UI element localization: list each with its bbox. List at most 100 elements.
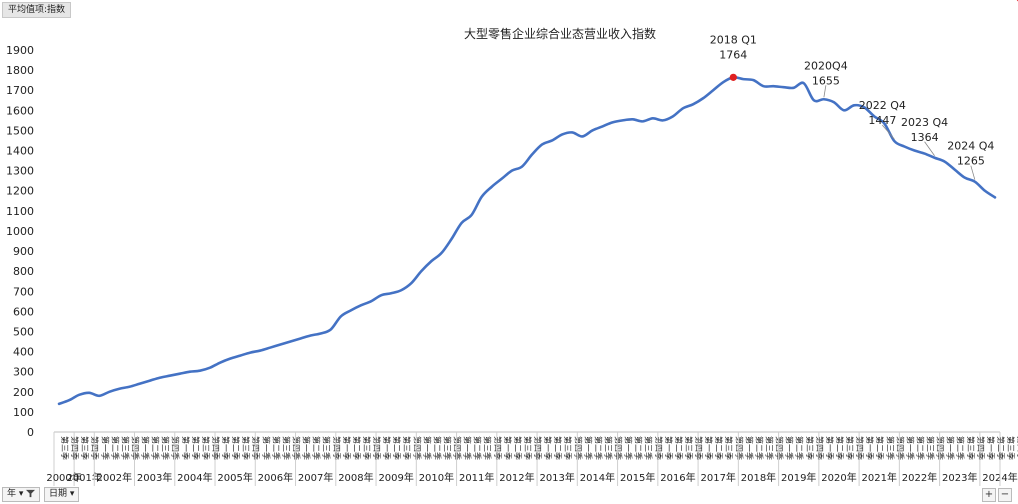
quarter-tick-label: 第二季 [151,436,161,460]
quarter-tick-label: 第二季 [392,436,402,460]
quarter-tick-label: 第一季 [825,436,835,460]
quarter-tick-label: 第四季 [412,436,422,460]
y-tick-label: 500 [13,325,34,338]
quarter-tick-label: 第三季 [402,436,412,460]
quarter-tick-label: 第一季 [865,436,875,460]
quarter-tick-label: 第三季 [845,436,855,460]
quarter-tick-label: 第四季 [815,436,825,460]
quarter-tick-label: 第四季 [694,436,704,460]
quarter-tick-label: 第一季 [986,436,996,460]
annotation-value: 1265 [957,155,985,168]
annotation-label: 2024 Q4 [947,140,994,153]
y-tick-label: 900 [13,245,34,258]
quarter-tick-label: 第一季 [905,436,915,460]
year-tick-label: 2012年 [499,471,534,484]
year-tick-label: 2005年 [217,471,252,484]
year-tick-label: 2023年 [942,471,977,484]
annotation-leader [823,85,827,98]
date-field-button[interactable]: 日期 ▾ [44,487,80,502]
zoom-out-button[interactable]: − [998,488,1012,502]
year-tick-label: 2014年 [580,471,615,484]
quarter-tick-label: 第一季 [141,436,151,460]
quarter-tick-label: 第二季 [553,436,563,460]
quarter-tick-label: 第一季 [624,436,634,460]
quarter-tick-label: 第四季 [211,436,221,460]
quarter-tick-label: 第四季 [372,436,382,460]
quarter-tick-label: 第一季 [503,436,513,460]
quarter-tick-label: 第四季 [130,436,140,460]
quarter-tick-label: 第四季 [936,436,946,460]
y-tick-label: 1700 [6,84,34,97]
quarter-tick-label: 第三季 [966,436,976,460]
y-tick-label: 100 [13,406,34,419]
quarter-tick-label: 第二季 [271,436,281,460]
year-tick-label: 2018年 [741,471,776,484]
quarter-tick-label: 第三季 [885,436,895,460]
quarter-tick-label: 第一季 [664,436,674,460]
quarter-tick-label: 第二季 [513,436,523,460]
quarter-tick-label: 第一季 [946,436,956,460]
quarter-tick-label: 第二季 [473,436,483,460]
year-tick-label: 2009年 [378,471,413,484]
quarter-tick-label: 第三季 [80,436,90,460]
year-tick-label: 2017年 [700,471,735,484]
year-tick-label: 2006年 [258,471,293,484]
quarter-tick-label: 第二季 [795,436,805,460]
annotation-leader [924,141,935,156]
annotation-value: 1364 [911,131,939,144]
y-tick-label: 1300 [6,165,34,178]
quarter-tick-label: 第一季 [181,436,191,460]
quarter-tick-label: 第三季 [724,436,734,460]
quarter-tick-label: 第三季 [603,436,613,460]
y-tick-label: 1100 [6,205,34,218]
chart-title: 大型零售企业综合业态营业收入指数 [464,26,656,41]
quarter-tick-label: 第三季 [281,436,291,460]
year-tick-label: 2016年 [660,471,695,484]
quarter-tick-label: 第二季 [312,436,322,460]
annotation-leader [970,165,976,180]
quarter-tick-label: 第四季 [533,436,543,460]
y-tick-label: 400 [13,346,34,359]
zoom-in-button[interactable]: + [982,488,996,502]
year-tick-label: 2015年 [620,471,655,484]
quarter-tick-label: 第三季 [805,436,815,460]
annotation-value: 1447 [868,114,896,127]
year-tick-label: 2022年 [902,471,937,484]
quarter-tick-label: 第二季 [634,436,644,460]
quarter-tick-label: 第二季 [915,436,925,460]
quarter-tick-label: 第三季 [442,436,452,460]
quarter-tick-label: 第二季 [835,436,845,460]
quarter-tick-label: 第四季 [855,436,865,460]
quarter-tick-label: 第一季 [261,436,271,460]
quarter-tick-label: 第三季 [523,436,533,460]
peak-marker [729,73,737,81]
quarter-tick-label: 第三季 [241,436,251,460]
quarter-tick-label: 第二季 [432,436,442,460]
y-tick-label: 700 [13,285,34,298]
y-tick-label: 1200 [6,185,34,198]
pivot-field-button[interactable]: 平均值项:指数 [2,2,72,18]
y-tick-label: 1600 [6,104,34,117]
quarter-tick-label: 第三季 [684,436,694,460]
annotation-leader [882,124,895,140]
date-dropdown-icon[interactable]: ▾ [69,489,75,499]
quarter-tick-label: 第一季 [302,436,312,460]
y-tick-label: 1900 [6,44,34,57]
year-dropdown-icon[interactable]: ▾ [18,489,24,499]
year-field-button[interactable]: 年 ▾ [2,487,41,502]
quarter-tick-label: 第一季 [543,436,553,460]
y-tick-label: 0 [27,426,34,439]
quarter-tick-label: 第三季 [563,436,573,460]
year-tick-label: 2000年 [46,471,81,484]
year-tick-label: 2019年 [781,471,816,484]
year-tick-label: 2013年 [539,471,574,484]
funnel-icon[interactable] [26,489,36,498]
quarter-tick-label: 第四季 [453,436,463,460]
quarter-tick-label: 第二季 [593,436,603,460]
quarter-tick-label: 第二季 [996,436,1006,460]
y-tick-label: 800 [13,265,34,278]
annotation-value: 1764 [719,48,747,61]
quarter-tick-label: 第四季 [292,436,302,460]
quarter-tick-label: 第二季 [714,436,724,460]
